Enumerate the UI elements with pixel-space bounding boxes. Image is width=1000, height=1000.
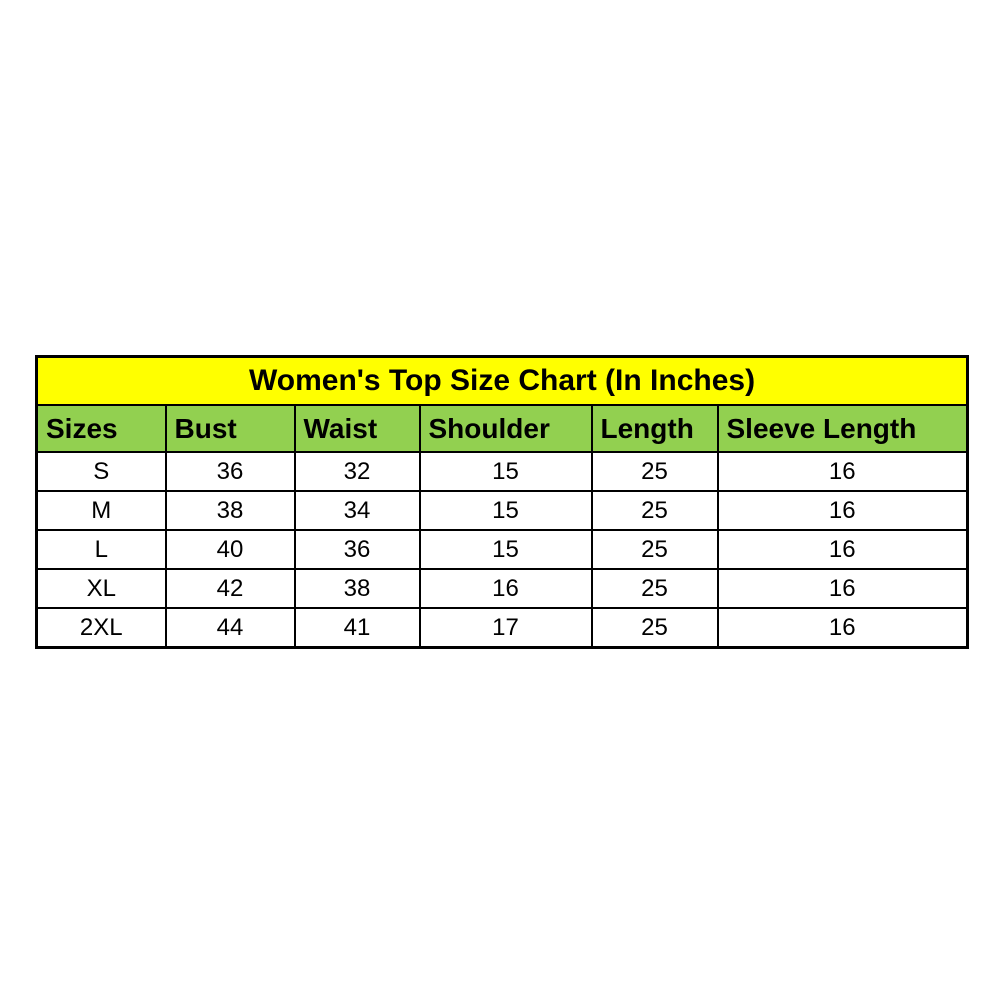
- measurement-cell: 15: [418, 490, 593, 531]
- measurement-cell: 25: [590, 607, 719, 649]
- measurement-cell: 36: [164, 451, 296, 492]
- measurement-cell: 32: [293, 451, 421, 492]
- measurement-cell: 38: [293, 568, 421, 609]
- size-label-cell: S: [35, 451, 167, 492]
- table-row-s: S 36 32 15 25 16: [35, 451, 969, 492]
- measurement-cell: 15: [418, 451, 593, 492]
- measurement-cell: 25: [590, 529, 719, 570]
- measurement-cell: 38: [164, 490, 296, 531]
- table-row-2xl: 2XL 44 41 17 25 16: [35, 607, 969, 649]
- table-row-m: M 38 34 15 25 16: [35, 490, 969, 531]
- size-label-cell: M: [35, 490, 167, 531]
- header-cell-shoulder: Shoulder: [418, 404, 593, 453]
- measurement-cell: 16: [418, 568, 593, 609]
- measurement-cell: 41: [293, 607, 421, 649]
- header-cell-waist: Waist: [293, 404, 421, 453]
- measurement-cell: 16: [716, 490, 969, 531]
- header-cell-sleeve-length: Sleeve Length: [716, 404, 969, 453]
- measurement-cell: 25: [590, 451, 719, 492]
- measurement-cell: 42: [164, 568, 296, 609]
- header-cell-bust: Bust: [164, 404, 296, 453]
- header-row: Sizes Bust Waist Shoulder Length Sleeve Lengt…: [35, 404, 969, 453]
- size-chart-table: Women's Top Size Chart (In Inches) Sizes…: [35, 355, 970, 649]
- chart-title: Women's Top Size Chart (In Inches): [35, 355, 969, 406]
- measurement-cell: 25: [590, 490, 719, 531]
- measurement-cell: 16: [716, 607, 969, 649]
- title-row: Women's Top Size Chart (In Inches): [35, 355, 969, 406]
- measurement-cell: 40: [164, 529, 296, 570]
- size-label-cell: 2XL: [35, 607, 167, 649]
- measurement-cell: 44: [164, 607, 296, 649]
- header-cell-length: Length: [590, 404, 719, 453]
- measurement-cell: 16: [716, 529, 969, 570]
- header-cell-sizes: Sizes: [35, 404, 167, 453]
- measurement-cell: 17: [418, 607, 593, 649]
- measurement-cell: 16: [716, 568, 969, 609]
- size-label-cell: XL: [35, 568, 167, 609]
- measurement-cell: 16: [716, 451, 969, 492]
- size-label-cell: L: [35, 529, 167, 570]
- table-row-l: L 40 36 15 25 16: [35, 529, 969, 570]
- table-row-xl: XL 42 38 16 25 16: [35, 568, 969, 609]
- measurement-cell: 15: [418, 529, 593, 570]
- measurement-cell: 25: [590, 568, 719, 609]
- measurement-cell: 36: [293, 529, 421, 570]
- measurement-cell: 34: [293, 490, 421, 531]
